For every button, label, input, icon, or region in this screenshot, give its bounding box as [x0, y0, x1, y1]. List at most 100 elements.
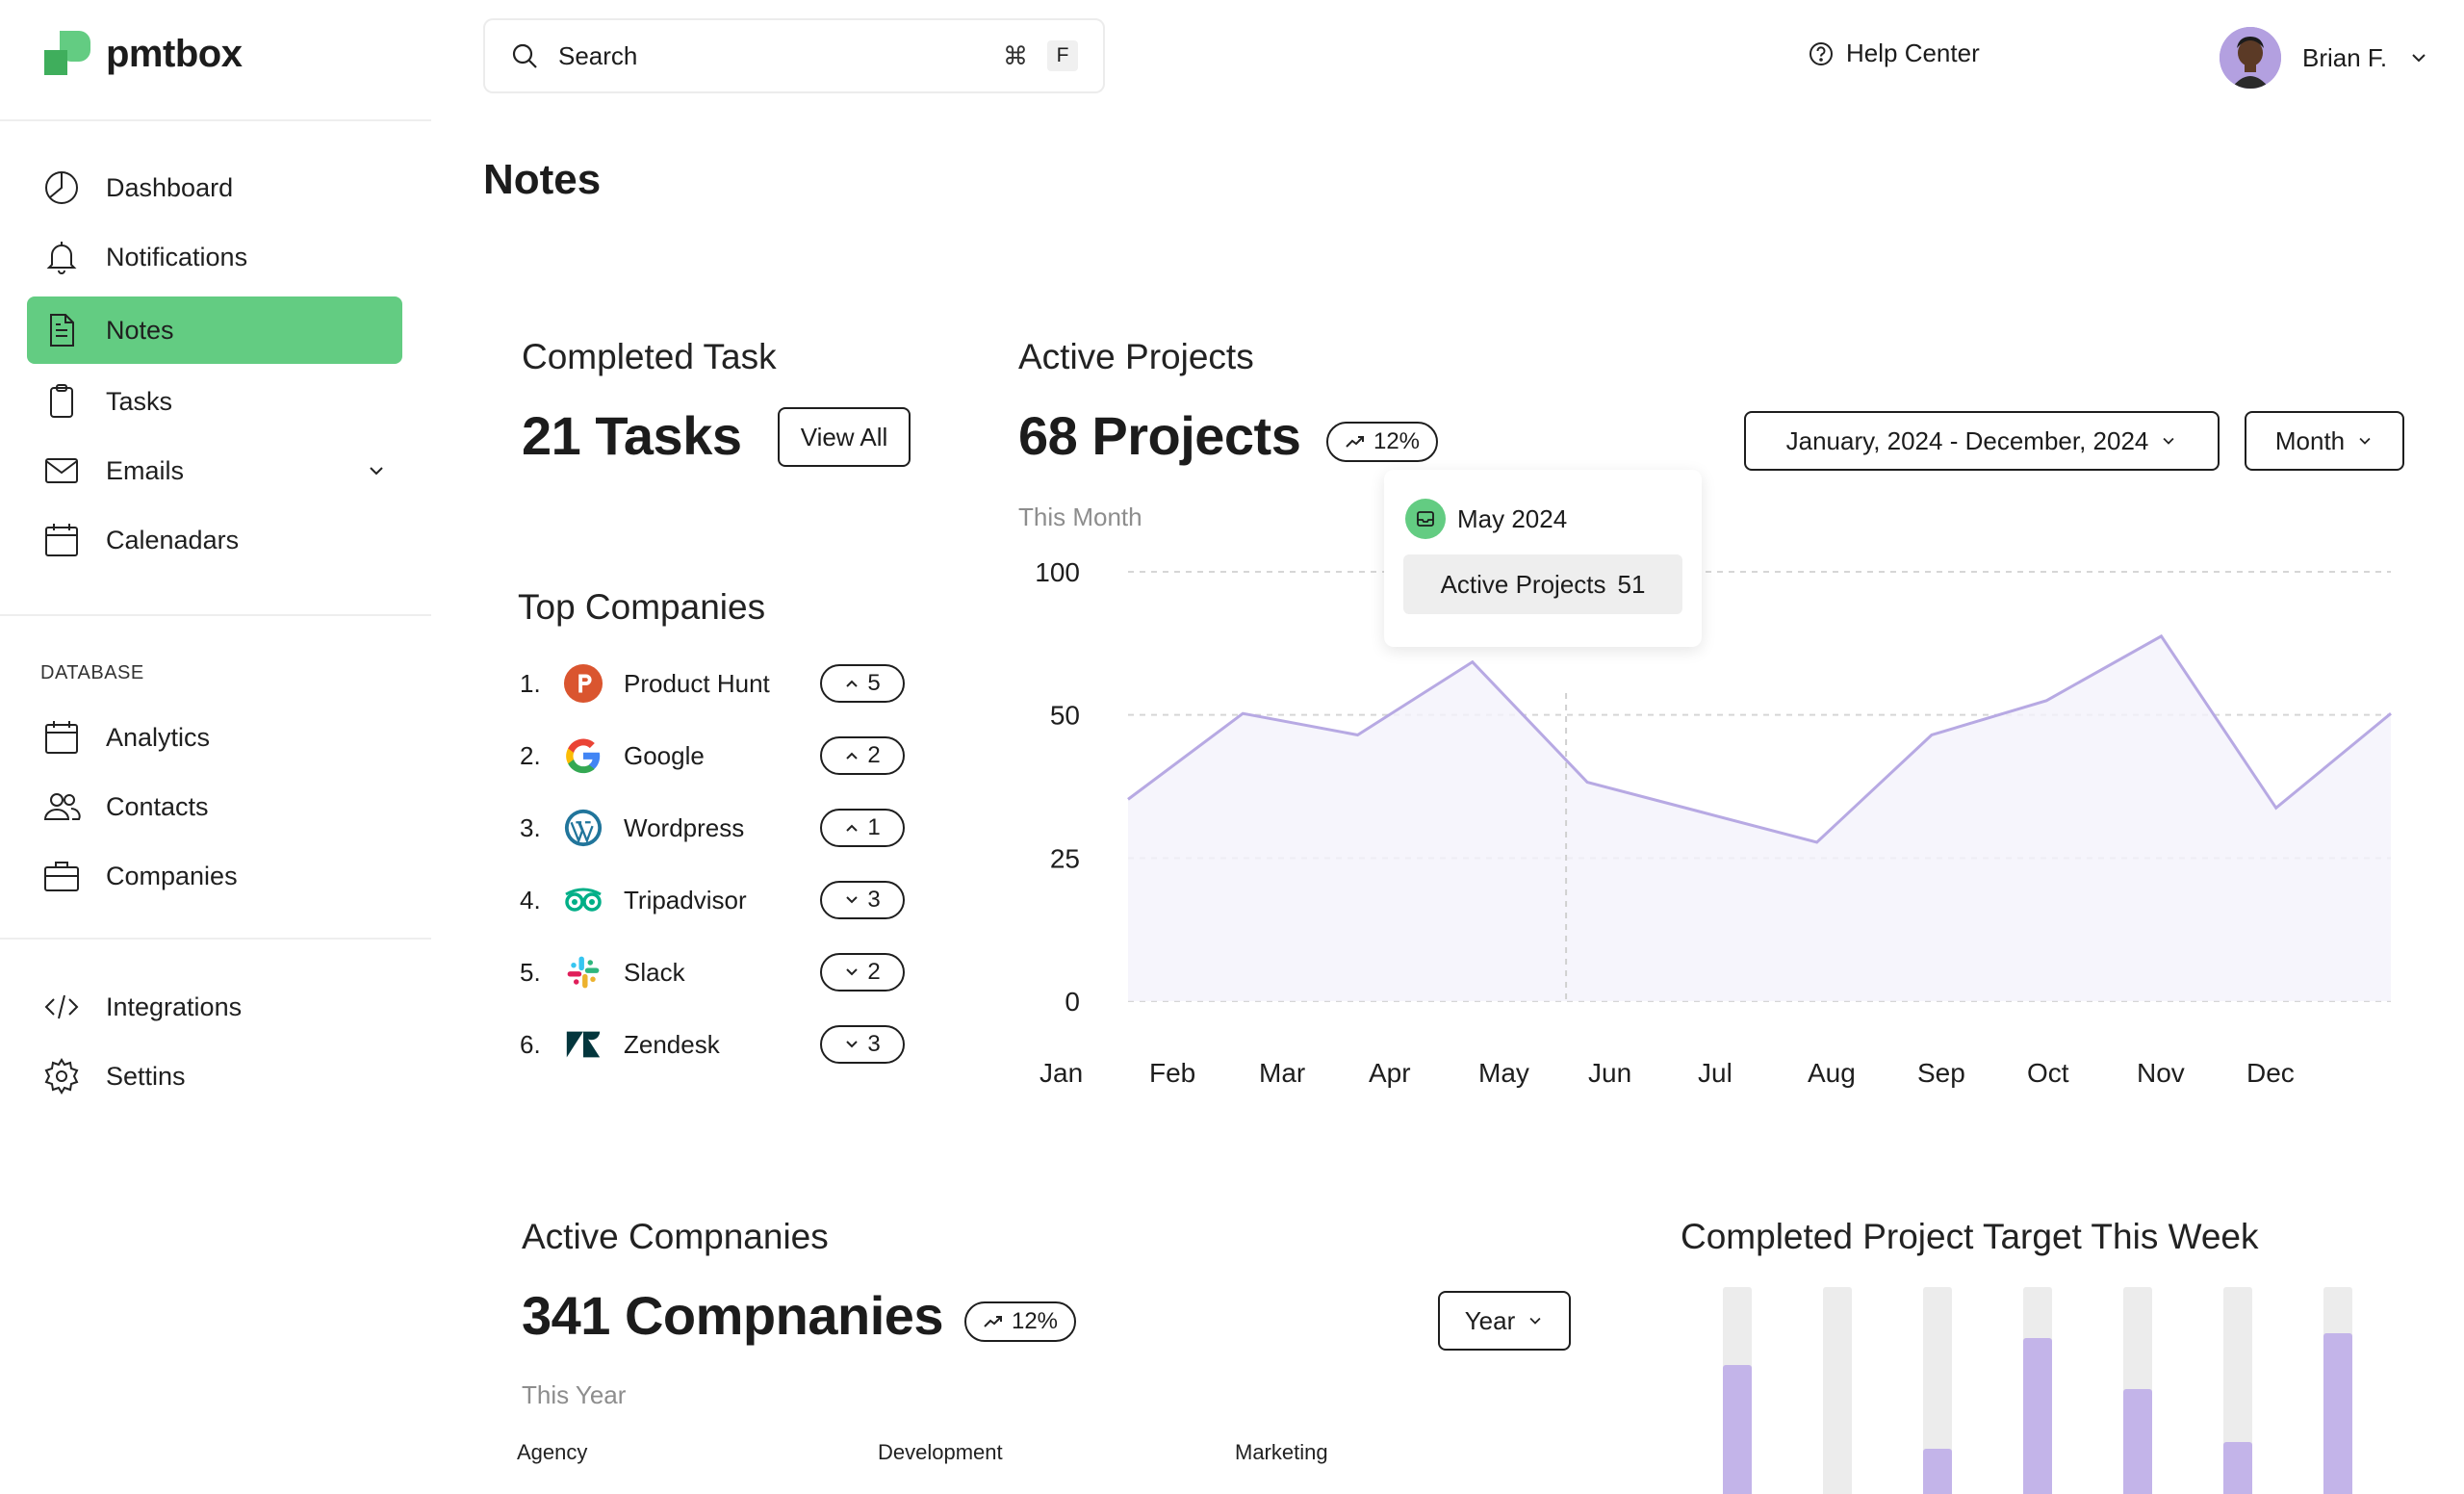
bell-icon	[46, 242, 77, 274]
rank-change-badge: 1	[820, 809, 905, 847]
bar	[2123, 1388, 2152, 1494]
company-row[interactable]: 5. Slack 2	[520, 948, 905, 996]
section-label-database: DATABASE	[40, 662, 144, 683]
document-icon	[50, 314, 74, 347]
search-bar[interactable]: Search ⌘ F	[483, 18, 1105, 93]
company-row[interactable]: 4. Tripadvisor 3	[520, 876, 905, 924]
x-tick-label: Jul	[1698, 1058, 1732, 1088]
shortcut-key: F	[1047, 40, 1078, 71]
user-menu[interactable]: Brian F.	[2220, 27, 2429, 89]
company-name: Slack	[624, 957, 685, 987]
top-companies-title: Top Companies	[518, 587, 766, 627]
x-tick-label: Nov	[2137, 1058, 2185, 1088]
chevron-up-icon	[846, 752, 859, 760]
avatar	[2220, 27, 2281, 89]
chevron-down-icon	[846, 968, 859, 976]
tooltip-value-row: Active Projects 51	[1403, 554, 1682, 614]
company-row[interactable]: 1. Product Hunt 5	[520, 659, 905, 708]
x-tick-label: Jan	[1040, 1058, 1083, 1088]
year-dropdown[interactable]: Year	[1438, 1291, 1571, 1351]
pie-chart-icon	[45, 171, 78, 204]
active-projects-chart: 100 50 25 0 Jan Feb Mar Apr May Jun Jul Aug Sep Oct No…	[1035, 557, 2392, 1088]
sidebar-item-contacts[interactable]: Contacts	[27, 773, 402, 840]
mail-icon	[45, 458, 78, 483]
brand-name: pmtbox	[106, 32, 243, 75]
sidebar-item-label: Integrations	[106, 992, 243, 1021]
bar	[2023, 1337, 2052, 1494]
sidebar-item-label: Companies	[106, 861, 238, 890]
sidebar-item-analytics[interactable]: Analytics	[27, 704, 402, 771]
search-input[interactable]: Search	[558, 40, 638, 70]
view-all-button[interactable]: View All	[778, 407, 911, 467]
bar	[1723, 1364, 1752, 1494]
x-tick-label: Sep	[1917, 1058, 1965, 1088]
sidebar-item-companies[interactable]: Companies	[27, 842, 402, 910]
x-tick-label: Feb	[1149, 1058, 1195, 1088]
company-rank: 6.	[520, 1029, 541, 1059]
y-tick-label: 0	[1065, 987, 1080, 1017]
x-tick-label: May	[1478, 1058, 1529, 1088]
period-label: This Year	[522, 1380, 627, 1409]
rank-change-badge: 3	[820, 1025, 905, 1064]
company-name: Zendesk	[624, 1029, 720, 1059]
code-icon	[44, 994, 79, 1019]
page-title: Notes	[483, 156, 602, 203]
bar-track	[2023, 1287, 2052, 1494]
sidebar-item-notifications[interactable]: Notifications	[27, 223, 402, 291]
company-logo-icon	[562, 951, 604, 993]
sidebar-item-label: Analytics	[106, 722, 211, 752]
sidebar-item-label: Tasks	[106, 386, 173, 416]
help-center-link[interactable]: Help Center	[1808, 39, 1980, 68]
company-row[interactable]: 2. Google 2	[520, 732, 905, 780]
x-tick-label: Dec	[2246, 1058, 2295, 1088]
sidebar-item-label: Settins	[106, 1061, 186, 1091]
rank-change-value: 3	[867, 887, 881, 913]
completed-task-title: Completed Task	[522, 337, 777, 376]
granularity-dropdown[interactable]: Month	[2245, 411, 2404, 471]
company-row[interactable]: 3. Wordpress 1	[520, 804, 905, 852]
brand-logo[interactable]: pmtbox	[42, 29, 243, 79]
trend-value: 12%	[1373, 428, 1421, 454]
bar-track	[1823, 1287, 1852, 1494]
category-label-development: Development	[878, 1440, 1003, 1464]
sidebar-item-notes[interactable]: Notes	[27, 296, 402, 364]
chevron-down-icon[interactable]	[366, 460, 387, 481]
bar-track	[2323, 1287, 2352, 1494]
x-tick-label: Oct	[2027, 1058, 2069, 1088]
sidebar-item-dashboard[interactable]: Dashboard	[27, 154, 402, 221]
company-name: Wordpress	[624, 812, 745, 842]
company-name: Google	[624, 740, 705, 770]
sidebar-item-integrations[interactable]: Integrations	[27, 973, 402, 1041]
category-label-agency: Agency	[517, 1440, 588, 1464]
sidebar-item-label: Notifications	[106, 242, 248, 271]
company-rank: 2.	[520, 740, 541, 770]
granularity-value: Month	[2274, 425, 2346, 455]
bar	[2223, 1442, 2252, 1494]
year-dropdown-value: Year	[1464, 1305, 1516, 1335]
rank-change-badge: 2	[820, 953, 905, 992]
rank-change-value: 5	[867, 670, 881, 696]
rank-change-badge: 5	[820, 664, 905, 703]
sidebar-item-label: Contacts	[106, 791, 209, 821]
category-label-marketing: Marketing	[1235, 1440, 1328, 1464]
rank-change-badge: 2	[820, 736, 905, 775]
chart-tooltip: May 2024 Active Projects 51	[1384, 470, 1702, 647]
sidebar-item-tasks[interactable]: Tasks	[27, 368, 402, 435]
sidebar-item-settings[interactable]: Settins	[27, 1043, 402, 1110]
chevron-down-icon	[1529, 1317, 1541, 1325]
user-name: Brian F.	[2302, 42, 2388, 72]
active-projects-value: 68 Projects	[1018, 405, 1301, 466]
sidebar-item-calendars[interactable]: Calenadars	[27, 506, 402, 574]
date-range-value: January, 2024 - December, 2024	[1785, 425, 2149, 455]
sidebar-item-emails[interactable]: Emails	[27, 437, 402, 504]
date-range-dropdown[interactable]: January, 2024 - December, 2024	[1744, 411, 2220, 471]
company-row[interactable]: 6. Zendesk 3	[520, 1020, 905, 1069]
command-key-icon: ⌘	[1003, 40, 1028, 70]
trend-up-icon	[984, 1316, 1002, 1327]
chevron-down-icon	[846, 1041, 859, 1048]
area-fill	[1128, 635, 2391, 1001]
company-logo-icon	[562, 1023, 604, 1066]
chevron-down-icon	[846, 896, 859, 904]
gear-icon	[44, 1058, 79, 1095]
x-tick-label: Mar	[1259, 1058, 1305, 1088]
